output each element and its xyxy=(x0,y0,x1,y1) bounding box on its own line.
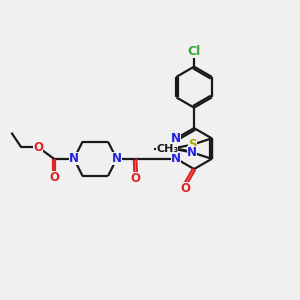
Text: N: N xyxy=(112,152,122,165)
Text: O: O xyxy=(33,141,43,154)
Text: N: N xyxy=(171,152,181,165)
Text: Cl: Cl xyxy=(188,44,201,58)
Text: O: O xyxy=(49,171,59,184)
Text: N: N xyxy=(171,132,181,145)
Text: S: S xyxy=(188,138,196,151)
Text: O: O xyxy=(181,182,190,195)
Text: CH₃: CH₃ xyxy=(156,144,178,154)
Text: N: N xyxy=(187,146,197,159)
Text: N: N xyxy=(69,152,79,165)
Text: O: O xyxy=(131,172,141,185)
